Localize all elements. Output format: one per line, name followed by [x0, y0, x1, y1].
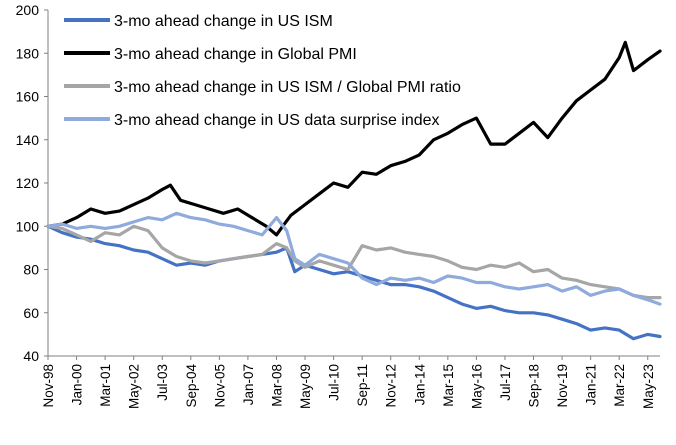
- x-tick-label: Nov-19: [555, 364, 570, 408]
- x-tick-label: Jan-00: [70, 364, 85, 405]
- series-line-1: [46, 224, 662, 341]
- x-tick-label: Mar-22: [612, 364, 627, 407]
- x-tick-label: May-16: [469, 364, 484, 409]
- legend-label-4: 3-mo ahead change in US data surprise in…: [114, 112, 440, 129]
- y-tick-label: 180: [16, 45, 40, 61]
- x-tick-label: Nov-12: [384, 364, 399, 408]
- x-tick-label: Mar-01: [98, 364, 113, 407]
- y-tick-label: 140: [16, 132, 40, 148]
- x-tick-label: Sep-11: [355, 364, 370, 407]
- x-tick-label: Jul-17: [498, 364, 513, 401]
- axes: 40 60 80 100 120 140 160 180 200 Nov-98 Jan-00 Mar-…: [16, 2, 660, 409]
- y-tick-label: 60: [23, 305, 39, 321]
- x-tick-label: Jul-03: [155, 364, 170, 401]
- series-line-4: [46, 211, 662, 306]
- x-tick-label: May-23: [641, 364, 656, 409]
- y-tick-label: 160: [16, 89, 40, 105]
- x-tick-label: Nov-05: [212, 364, 227, 408]
- series-line-3: [46, 224, 662, 300]
- x-tick-label: May-09: [298, 364, 313, 409]
- x-tick-label: Jan-14: [412, 364, 427, 406]
- x-tick-label: Nov-98: [41, 364, 56, 408]
- legend-label-1: 3-mo ahead change in US ISM: [114, 13, 333, 30]
- x-tick-label: Mar-08: [269, 364, 284, 407]
- y-tick-label: 40: [23, 348, 39, 364]
- x-tick-label: Sep-18: [527, 364, 542, 408]
- y-tick-label: 100: [16, 218, 40, 234]
- legend: 3-mo ahead change in US ISM 3-mo ahead ch…: [64, 13, 461, 129]
- y-tick-label: 80: [23, 262, 39, 278]
- series-line-2: [46, 40, 662, 237]
- x-tick-label: May-02: [127, 364, 142, 409]
- legend-label-3: 3-mo ahead change in US ISM / Global PMI…: [114, 79, 461, 96]
- x-tick-label: Jan-21: [584, 364, 599, 405]
- x-tick-label: Mar-15: [441, 364, 456, 407]
- legend-label-2: 3-mo ahead change in Global PMI: [114, 46, 357, 63]
- series-layer: [46, 40, 662, 341]
- x-tick-label: Jan-07: [241, 364, 256, 405]
- x-tick-label: Sep-04: [184, 364, 199, 408]
- y-tick-label: 200: [16, 2, 40, 18]
- y-tick-label: 120: [16, 175, 40, 191]
- x-tick-label: Jul-10: [327, 364, 342, 401]
